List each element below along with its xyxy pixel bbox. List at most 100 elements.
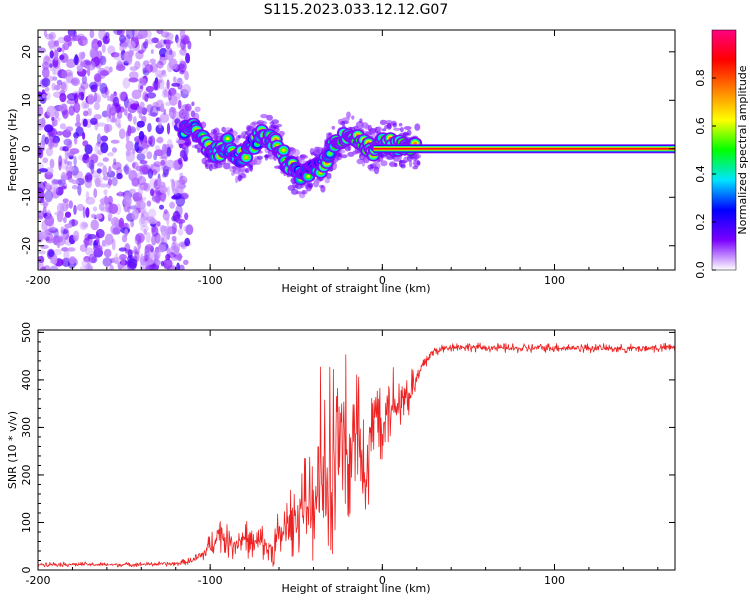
noise-blob <box>159 204 164 210</box>
noise-blob <box>67 30 76 37</box>
noise-blob <box>101 242 110 247</box>
track-halo-blob <box>331 125 336 130</box>
noise-blob <box>118 217 125 229</box>
noise-blob <box>179 30 186 40</box>
noise-blob <box>102 175 109 181</box>
track-halo-blob <box>368 128 377 135</box>
noise-blob <box>40 117 46 128</box>
noise-blob <box>155 259 161 266</box>
noise-blob <box>99 70 110 76</box>
noise-blob <box>134 251 140 263</box>
noise-blob <box>123 60 129 66</box>
y-tick-label: 0 <box>20 567 33 574</box>
noise-blob <box>177 252 183 262</box>
track-halo-blob <box>194 106 201 113</box>
noise-blob <box>96 168 102 174</box>
noise-blob <box>153 248 161 260</box>
noise-blob <box>128 49 134 59</box>
y-tick-label: 20 <box>20 45 33 59</box>
noise-blob <box>119 254 127 261</box>
noise-blob <box>89 30 95 39</box>
noise-blob <box>65 144 71 152</box>
noise-blob <box>73 30 78 38</box>
noise-blob <box>178 264 185 270</box>
noise-blob <box>160 31 170 38</box>
noise-blob <box>49 140 54 150</box>
noise-blob <box>165 39 171 50</box>
noise-blob <box>161 143 168 154</box>
noise-blob <box>124 108 128 116</box>
noise-blob <box>163 258 173 270</box>
noise-blob <box>151 169 158 176</box>
noise-blob <box>175 34 179 44</box>
noise-blob <box>42 202 48 208</box>
noise-blob <box>85 263 93 270</box>
noise-blob <box>92 206 98 212</box>
noise-blob <box>101 44 106 54</box>
noise-blob <box>100 135 109 142</box>
noise-blob <box>89 48 97 59</box>
noise-blob <box>82 140 89 147</box>
noise-blob <box>85 60 92 66</box>
noise-blob <box>101 110 109 118</box>
noise-blob <box>163 88 168 98</box>
noise-blob <box>84 144 93 155</box>
noise-blob <box>169 201 176 209</box>
noise-blob <box>53 235 64 243</box>
noise-blob <box>104 233 114 245</box>
track-halo-blob <box>242 173 247 179</box>
noise-blob <box>38 262 42 269</box>
noise-blob <box>184 70 189 81</box>
noise-blob <box>114 116 121 127</box>
noise-blob <box>85 191 90 201</box>
track-blob <box>413 141 418 145</box>
noise-blob <box>183 259 189 265</box>
noise-blob <box>53 248 62 255</box>
noise-blob <box>82 118 88 128</box>
noise-blob <box>184 212 189 221</box>
noise-blob <box>144 250 150 261</box>
noise-blob <box>155 79 163 84</box>
noise-blob <box>112 161 122 171</box>
noise-blob <box>165 159 176 169</box>
noise-blob <box>154 145 161 151</box>
noise-blob <box>63 249 70 261</box>
noise-blob <box>41 77 51 87</box>
noise-blob <box>184 237 191 247</box>
noise-blob <box>171 222 177 235</box>
noise-blob <box>171 195 179 200</box>
x-tick-label: -100 <box>198 274 223 287</box>
noise-blob <box>113 96 120 108</box>
noise-blob <box>84 178 93 189</box>
noise-blob <box>95 228 105 239</box>
noise-blob <box>146 104 154 113</box>
noise-blob <box>149 188 155 197</box>
noise-blob <box>79 265 90 270</box>
noise-blob <box>168 111 174 117</box>
noise-blob <box>52 179 63 185</box>
noise-blob <box>71 179 80 185</box>
noise-blob <box>156 235 165 246</box>
snr-ylabel: SNR (10 * v/v) <box>6 411 19 489</box>
noise-blob <box>141 78 147 86</box>
track-halo-blob <box>359 118 363 123</box>
noise-blob <box>59 123 67 130</box>
noise-blob <box>113 158 117 166</box>
noise-blob <box>181 84 191 95</box>
noise-blob <box>135 165 144 172</box>
noise-blob <box>81 75 87 84</box>
noise-blob <box>40 197 45 204</box>
noise-blob <box>178 63 185 70</box>
noise-blob <box>140 215 146 225</box>
track-halo-blob <box>388 123 392 129</box>
noise-blob <box>107 152 115 157</box>
track-halo-blob <box>302 190 308 195</box>
noise-blob <box>123 166 132 174</box>
track-halo-blob <box>381 128 387 132</box>
noise-blob <box>143 182 151 192</box>
noise-blob <box>166 79 170 90</box>
noise-blob <box>90 43 100 50</box>
track-halo-blob <box>244 130 250 136</box>
noise-blob <box>141 196 147 201</box>
